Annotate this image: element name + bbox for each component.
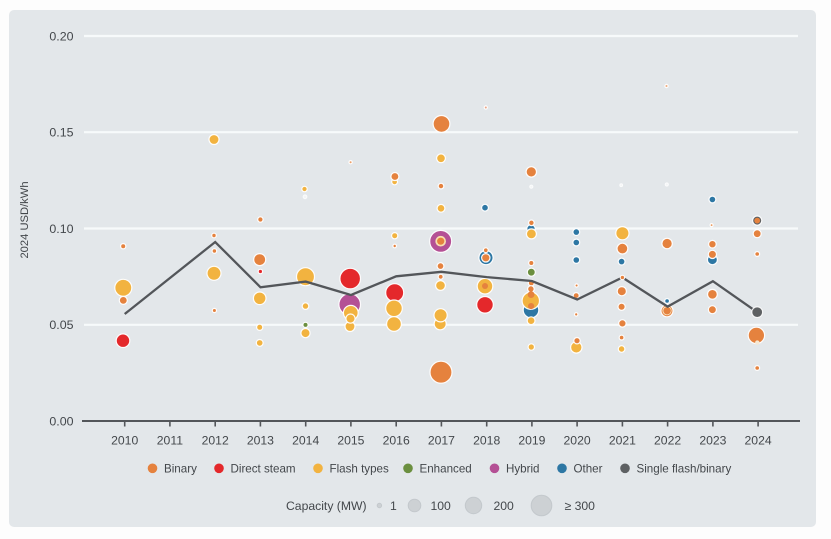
svg-text:2018: 2018	[473, 434, 500, 448]
svg-text:2024 USD/kWh: 2024 USD/kWh	[19, 181, 31, 258]
svg-text:2019: 2019	[518, 434, 545, 448]
svg-text:Hybrid: Hybrid	[506, 463, 540, 476]
svg-text:0.05: 0.05	[49, 318, 73, 332]
svg-text:2015: 2015	[337, 434, 364, 448]
svg-text:2017: 2017	[428, 434, 455, 448]
svg-text:100: 100	[431, 499, 452, 513]
svg-text:2016: 2016	[383, 434, 410, 448]
svg-text:1: 1	[390, 499, 397, 513]
svg-text:Direct steam: Direct steam	[231, 463, 296, 476]
svg-text:2023: 2023	[699, 434, 726, 448]
svg-text:Other: Other	[574, 463, 603, 476]
svg-text:Binary: Binary	[164, 463, 197, 476]
svg-text:Flash types: Flash types	[330, 463, 389, 476]
svg-text:2012: 2012	[202, 434, 229, 448]
svg-text:≥ 300: ≥ 300	[565, 499, 596, 513]
svg-text:2014: 2014	[292, 434, 319, 448]
svg-text:2022: 2022	[654, 434, 681, 448]
svg-text:2021: 2021	[609, 434, 636, 448]
svg-text:2010: 2010	[111, 434, 138, 448]
svg-text:2011: 2011	[157, 434, 183, 448]
svg-text:Enhanced: Enhanced	[420, 463, 472, 476]
svg-text:2013: 2013	[247, 434, 274, 448]
svg-text:2024: 2024	[745, 434, 772, 448]
svg-text:Capacity (MW): Capacity (MW)	[286, 499, 367, 513]
svg-text:Single flash/binary: Single flash/binary	[637, 463, 732, 476]
svg-text:0.10: 0.10	[49, 222, 73, 236]
svg-text:2020: 2020	[564, 434, 591, 448]
svg-text:0.15: 0.15	[49, 126, 73, 140]
svg-text:0.20: 0.20	[49, 29, 73, 43]
svg-text:0.00: 0.00	[49, 414, 73, 428]
svg-text:200: 200	[494, 499, 515, 513]
